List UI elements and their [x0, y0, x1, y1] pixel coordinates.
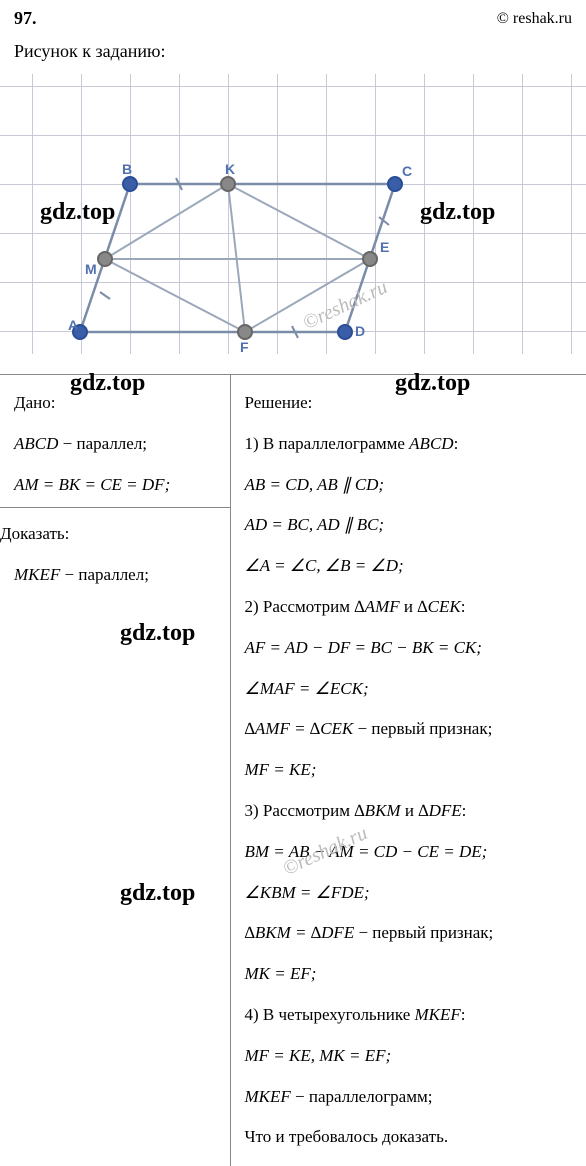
svg-text:F: F — [240, 339, 249, 354]
prove-title: Доказать: — [0, 524, 69, 543]
svg-text:A: A — [68, 317, 78, 333]
svg-text:B: B — [122, 161, 132, 177]
watermark: gdz.top — [40, 199, 115, 226]
copyright-text: © reshak.ru — [497, 10, 572, 28]
diagram: A B C D K E F M gdz.top gdz.top ©reshak.… — [0, 74, 586, 354]
svg-text:E: E — [380, 239, 389, 255]
problem-number: 97. — [14, 8, 37, 29]
solution-title: Решение: — [245, 393, 313, 412]
svg-text:K: K — [225, 161, 235, 177]
svg-text:D: D — [355, 323, 365, 339]
given-title: Дано: — [14, 393, 55, 412]
watermark: gdz.top — [395, 370, 470, 397]
watermark: gdz.top — [420, 199, 495, 226]
watermark: gdz.top — [70, 370, 145, 397]
watermark: gdz.top — [120, 880, 195, 907]
svg-text:C: C — [402, 163, 412, 179]
subtitle: Рисунок к заданию: — [0, 37, 586, 74]
solution-table: Дано: ABCD − параллел; AM = BK = CE = DF… — [0, 374, 586, 1166]
svg-text:M: M — [85, 261, 97, 277]
watermark: gdz.top — [120, 620, 195, 647]
